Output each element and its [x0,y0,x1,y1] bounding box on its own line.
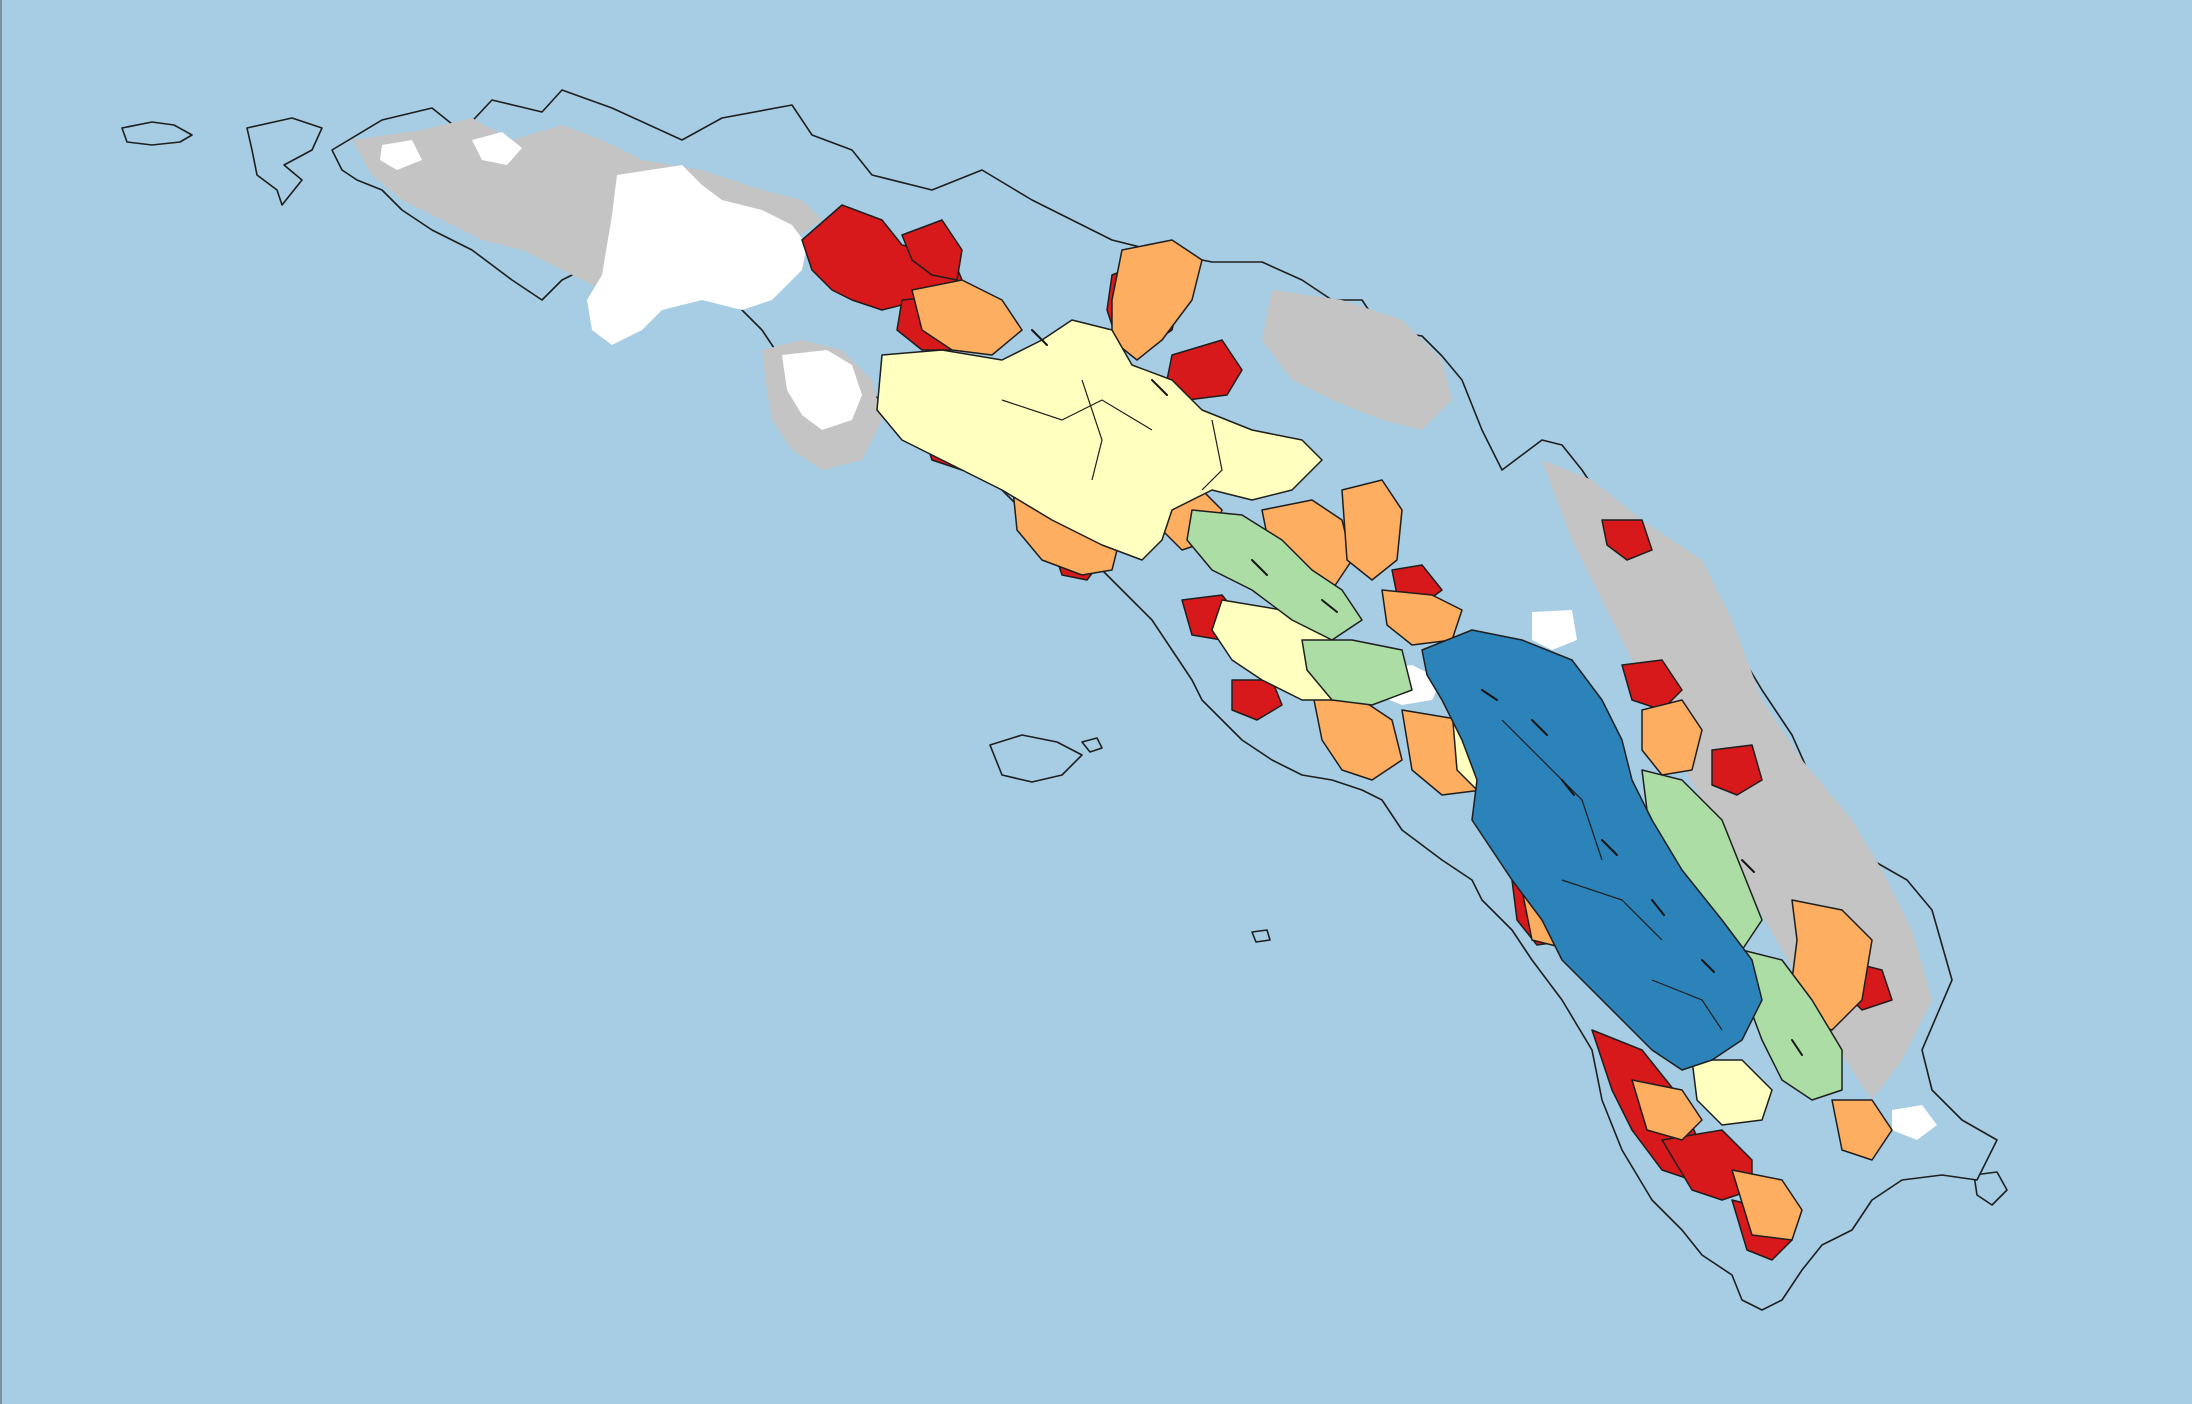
lake-1 [1031,329,1048,346]
yellow-zone-north[interactable] [876,319,1323,561]
islet-sw [989,734,1083,783]
divide-6 [1651,979,1723,1031]
islet-small-2 [1251,929,1271,943]
islet-west [121,121,193,146]
blue-zone-main[interactable] [1421,629,1763,1071]
orange-zone-2[interactable] [1111,239,1203,361]
grey-ice-northeast [1262,290,1452,430]
orange-zone-1[interactable] [911,279,1023,356]
lake-3 [1251,559,1268,576]
green-zone-2[interactable] [1301,639,1413,706]
lake-10 [1701,959,1715,973]
red-zone-12[interactable] [1621,659,1683,711]
green-zone-1[interactable] [1186,509,1363,641]
orange-zone-6[interactable] [1341,479,1403,581]
snow-peninsula [782,350,862,430]
lake-7 [1561,779,1575,796]
orange-zone-10[interactable] [1641,699,1703,776]
islet-east [1973,1171,2008,1206]
green-zone-4[interactable] [1741,949,1843,1101]
lake-12 [1791,1039,1803,1056]
orange-zone-15[interactable] [1731,1169,1803,1241]
red-zone-13[interactable] [1711,744,1763,796]
snow-west-patch-2 [380,140,422,170]
divide-3 [1201,419,1223,491]
islet-bird [246,117,323,206]
lake-4 [1321,599,1338,613]
divide-1 [1001,399,1153,431]
lake-5 [1481,689,1498,701]
yellow-zone-southeast[interactable] [1691,1059,1773,1126]
red-zone-2[interactable] [901,219,963,281]
lake-11 [1741,859,1755,873]
lake-8 [1601,839,1618,856]
lake-9 [1651,899,1665,916]
snow-divide-1 [1532,610,1577,650]
lake-2 [1151,379,1168,396]
divide-5 [1561,879,1663,941]
red-zone-11[interactable] [1601,519,1653,561]
snow-west-large [587,165,807,345]
divide-2 [1081,379,1103,481]
lake-features [1031,329,1803,1056]
orange-zone-14[interactable] [1831,1099,1893,1161]
lake-6 [1531,719,1548,736]
islet-small-1 [1081,737,1103,753]
orange-zone-13[interactable] [1631,1079,1703,1141]
orange-zone-12[interactable] [1791,899,1873,1031]
snow-west-patch-1 [472,132,522,165]
class-green-layer [1186,509,1843,1101]
snow-southeast [1892,1105,1937,1140]
class-blue-layer [1421,629,1763,1071]
